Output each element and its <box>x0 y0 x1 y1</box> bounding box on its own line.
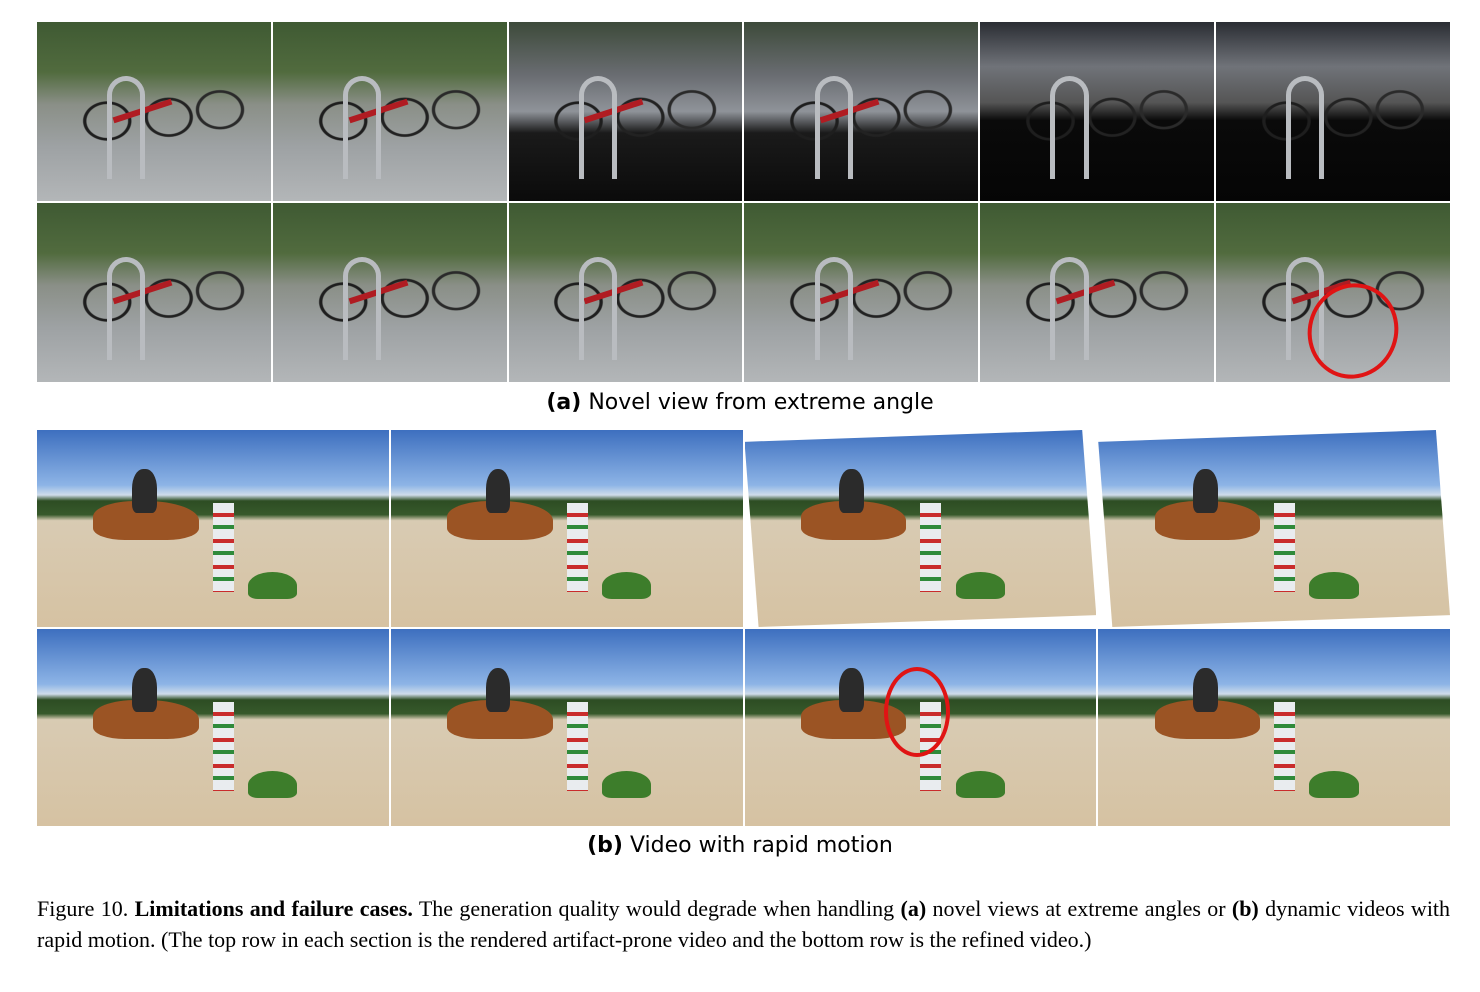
frame-b-rendered-2 <box>390 430 743 627</box>
frame-b-rendered-1 <box>37 430 389 627</box>
frame-a-rendered-6 <box>1216 22 1450 201</box>
figure-b-grid <box>37 430 1450 826</box>
frame-b-rendered-4 <box>1098 430 1450 627</box>
frame-b-refined-1 <box>37 629 389 826</box>
caption-part3: dynamic videos with rapid motion. (The t… <box>37 896 1451 952</box>
caption-b-label: (b) <box>1231 896 1259 921</box>
frame-a-rendered-1 <box>37 22 271 201</box>
caption-prefix: Figure 10. <box>37 896 129 921</box>
caption-part1: The generation quality would degrade whe… <box>418 896 895 921</box>
subfigure-a-label: (a) <box>546 390 582 415</box>
frame-a-rendered-5 <box>980 22 1215 201</box>
failure-highlight-circle-b <box>884 667 950 757</box>
subfigure-b-caption: (b) Video with rapid motion <box>0 833 1480 858</box>
caption-title: Limitations and failure cases. <box>134 896 413 921</box>
frame-a-refined-6 <box>1216 203 1450 382</box>
subfigure-b-label: (b) <box>587 833 623 858</box>
figure-caption: Figure 10. Limitations and failure cases… <box>37 893 1450 955</box>
frame-a-refined-3 <box>508 203 743 382</box>
frame-a-refined-5 <box>980 203 1215 382</box>
frame-a-refined-2 <box>272 203 507 382</box>
frame-b-refined-4 <box>1098 629 1450 826</box>
frame-a-rendered-3 <box>508 22 743 201</box>
caption-a-label: (a) <box>900 896 927 921</box>
subfigure-a-caption: (a) Novel view from extreme angle <box>0 390 1480 415</box>
caption-part2: novel views at extreme angles or <box>932 896 1226 921</box>
frame-b-rendered-3 <box>744 430 1097 627</box>
frame-a-refined-4 <box>744 203 979 382</box>
frame-a-rendered-2 <box>272 22 507 201</box>
figure-a-grid <box>37 22 1450 382</box>
frame-b-refined-2 <box>390 629 743 826</box>
subfigure-a-text: Novel view from extreme angle <box>588 390 934 415</box>
frame-a-refined-1 <box>37 203 271 382</box>
subfigure-b-text: Video with rapid motion <box>629 833 893 858</box>
frame-a-rendered-4 <box>744 22 979 201</box>
